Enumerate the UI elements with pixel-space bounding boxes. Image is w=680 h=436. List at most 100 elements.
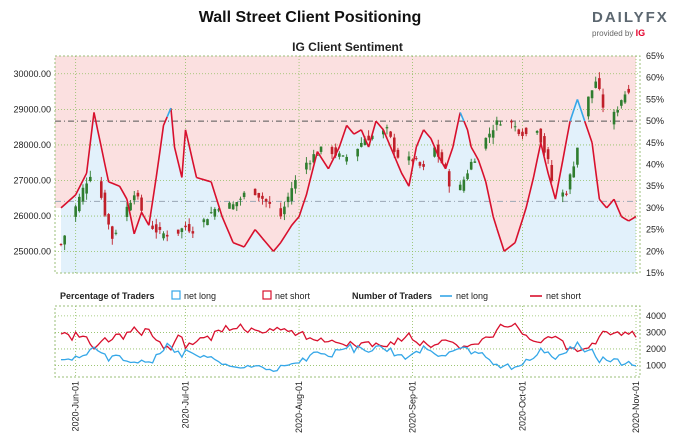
date-tick-5: 2020-Nov-01	[631, 381, 641, 433]
price-tick-0: 25000.00	[13, 247, 51, 257]
sentiment-panel: 25000.00 26000.00 27000.00 28000.00 29000.00…	[13, 51, 664, 278]
traders-tick-0: 1000	[646, 360, 666, 370]
candle-body	[279, 208, 283, 217]
candle-body	[414, 158, 418, 160]
candle-body	[132, 195, 136, 201]
candle-body	[360, 142, 363, 147]
candle-body	[176, 229, 180, 234]
candle-body	[261, 195, 264, 199]
candle-body	[99, 181, 103, 198]
price-axis: 25000.00 26000.00 27000.00 28000.00 29000.00…	[13, 69, 51, 257]
candle-body	[129, 202, 132, 211]
candle-body	[356, 148, 359, 157]
candle-body	[418, 162, 422, 166]
candle-body	[308, 163, 312, 165]
net-short-area	[55, 56, 640, 252]
brand-name: DAILYFX	[592, 9, 669, 26]
price-tick-5: 30000.00	[13, 69, 51, 79]
candle-body	[495, 120, 499, 125]
date-tick-3: 2020-Sep-01	[408, 381, 418, 433]
price-tick-1: 26000.00	[13, 211, 51, 221]
candle-body	[385, 127, 389, 129]
date-tick-0: 2020-Jun-01	[71, 381, 81, 432]
candle-body	[341, 155, 345, 157]
candle-body	[338, 153, 341, 157]
candle-body	[264, 199, 268, 202]
price-tick-2: 27000.00	[13, 176, 51, 186]
candle-body	[180, 228, 184, 233]
candle-body	[572, 166, 576, 178]
traders-net-short-line	[60, 322, 637, 353]
candle-body	[371, 135, 374, 139]
candle-body	[305, 162, 308, 170]
legend-net-short-2: net short	[546, 291, 582, 301]
candle-body	[623, 94, 627, 103]
candle-body	[85, 183, 88, 194]
candle-body	[620, 100, 623, 106]
chart-title: Wall Street Client Positioning	[198, 9, 422, 26]
candle-body	[612, 111, 616, 125]
candle-body	[576, 147, 579, 165]
candle-body	[286, 196, 290, 203]
candle-body	[74, 206, 77, 217]
candle-body	[590, 90, 594, 99]
candle-body	[568, 174, 572, 190]
candle-body	[491, 130, 495, 138]
legend-percentage-title: Percentage of Traders	[60, 291, 155, 301]
candle-body	[114, 232, 118, 234]
net-long-area	[55, 99, 640, 273]
candle-body	[213, 209, 217, 217]
candle-body	[290, 188, 294, 202]
candle-body	[462, 179, 466, 191]
brand-provider: provided by IG	[592, 27, 674, 40]
candle-body	[561, 192, 565, 197]
candle-body	[389, 131, 392, 137]
candle-body	[422, 164, 425, 167]
candle-body	[154, 224, 158, 233]
candle-body	[521, 131, 524, 136]
candle-body	[187, 224, 191, 232]
candle-body	[546, 149, 550, 160]
date-tick-2: 2020-Aug-01	[294, 381, 304, 433]
candle-body	[191, 231, 195, 234]
candle-body	[330, 147, 334, 155]
percent-tick-9: 60%	[646, 73, 664, 83]
brand-provided-by: provided by	[592, 29, 634, 38]
brand-provider-name: IG	[635, 28, 646, 38]
candle-body	[140, 197, 143, 211]
candle-body	[484, 137, 488, 149]
candle-body	[598, 78, 601, 90]
net-long-edge-line	[166, 99, 586, 122]
candle-body	[440, 152, 444, 164]
candle-body	[488, 133, 491, 138]
candle-body	[535, 131, 539, 133]
candle-body	[158, 226, 162, 230]
candle-body	[107, 214, 110, 225]
percent-tick-10: 65%	[646, 51, 664, 61]
legend-number-title: Number of Traders	[352, 291, 432, 301]
candle-body	[587, 96, 590, 117]
candle-body	[550, 165, 554, 181]
candle-body	[458, 184, 462, 191]
candle-body	[392, 137, 396, 152]
candle-body	[228, 202, 231, 209]
candle-body	[63, 235, 66, 245]
traders-panel-frame	[54, 305, 641, 378]
net-short-edge-line	[60, 108, 637, 252]
date-gridlines-top	[75, 56, 637, 273]
candle-body	[59, 243, 63, 245]
candle-body	[110, 226, 114, 239]
brand-logo: DAILYFX provided by IG	[592, 9, 674, 40]
percent-tick-3: 30%	[646, 203, 664, 213]
candle-body	[565, 193, 568, 195]
percent-tick-5: 40%	[646, 160, 664, 170]
traders-tick-3: 4000	[646, 311, 666, 321]
candle-body	[103, 192, 107, 216]
candle-body	[206, 219, 209, 226]
candle-body	[319, 146, 323, 152]
traders-tick-2: 3000	[646, 327, 666, 337]
candle-body	[253, 188, 257, 196]
candle-body	[381, 130, 385, 135]
